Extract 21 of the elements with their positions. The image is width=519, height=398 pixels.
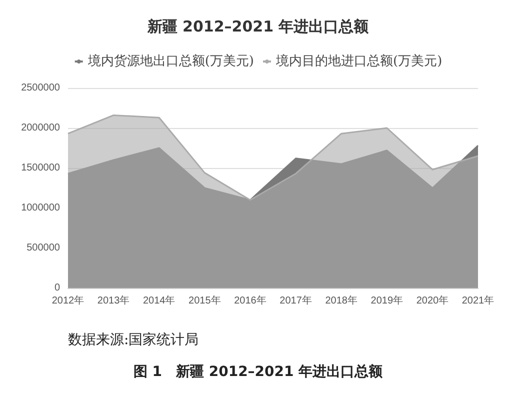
x-tick-label: 2017年 <box>280 294 312 306</box>
y-tick-label: 500000 <box>26 242 60 254</box>
x-tick-label: 2014年 <box>142 294 176 306</box>
legend-label: 境内目的地进口总额(万美元) <box>275 53 442 69</box>
x-tick-label: 2012年 <box>52 294 84 306</box>
y-tick-label: 0 <box>54 282 60 294</box>
caption: 图 1 新疆 2012–2021 年进出口总额 <box>133 363 384 380</box>
chart-title: 新疆 2012–2021 年进出口总额 <box>146 18 370 36</box>
x-tick-label: 2021年 <box>462 294 494 306</box>
y-tick-label: 1500000 <box>21 162 60 174</box>
x-tick-label: 2020年 <box>416 294 449 306</box>
x-tick-label: 2013年 <box>97 294 130 306</box>
x-tick-label: 2019年 <box>370 294 404 306</box>
x-tick-label: 2015年 <box>188 294 221 306</box>
x-tick-label: 2016年 <box>234 294 266 306</box>
y-tick-label: 2500000 <box>21 82 60 94</box>
source-note: 数据来源:国家统计局 <box>68 332 199 348</box>
x-tick-label: 2018年 <box>325 294 358 306</box>
legend-label: 境内货源地出口总额(万美元) <box>86 53 254 69</box>
y-tick-label: 2000000 <box>21 122 60 134</box>
y-tick-label: 1000000 <box>21 202 60 214</box>
